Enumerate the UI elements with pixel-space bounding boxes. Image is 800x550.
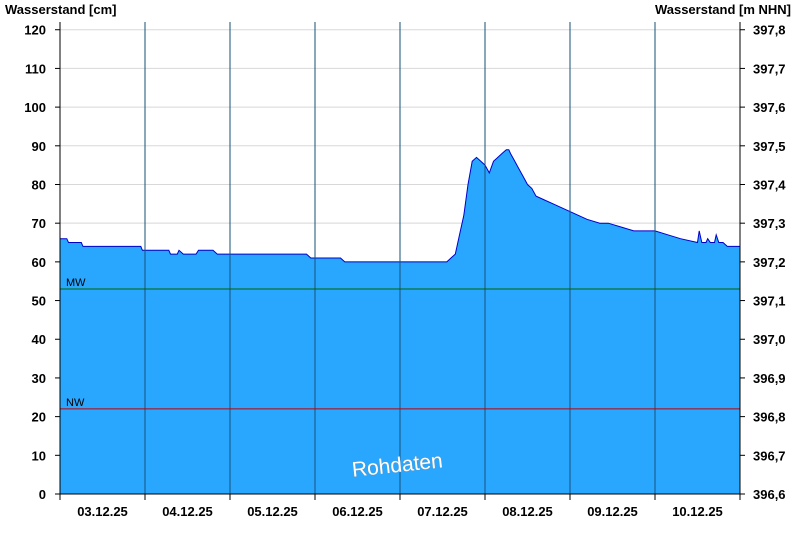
reference-line-label: MW <box>66 277 86 289</box>
y-tick-label: 20 <box>32 410 46 425</box>
y-tick-label: 100 <box>24 100 46 115</box>
y-tick-label-right: 397,3 <box>753 216 786 231</box>
y-tick-label-right: 396,9 <box>753 371 786 386</box>
y-tick-label-right: 397,2 <box>753 255 786 270</box>
y-tick-label-right: 397,8 <box>753 23 786 38</box>
x-tick-label: 05.12.25 <box>247 504 298 519</box>
y-tick-label-right: 397,4 <box>753 177 786 192</box>
reference-line-label: NW <box>66 397 85 409</box>
x-tick-label: 08.12.25 <box>502 504 553 519</box>
y-ticks-left: 0 10 20 30 40 50 60 70 80 90 100 110 120 <box>24 23 60 502</box>
y-ticks-right: 396,6 396,7 396,8 396,9 397,0 397,1 397,2 397,3… <box>740 23 786 502</box>
y-tick-label-right: 397,1 <box>753 294 786 309</box>
y-tick-label: 110 <box>25 61 46 76</box>
x-tick-label: 07.12.25 <box>417 504 468 519</box>
y-tick-label: 50 <box>32 294 46 309</box>
y-tick-label-right: 397,0 <box>753 332 786 347</box>
y-tick-label-right: 396,6 <box>753 487 786 502</box>
reference-lines: MW NW <box>60 277 740 410</box>
y-tick-label: 70 <box>32 216 46 231</box>
y-tick-label-right: 397,7 <box>753 61 786 76</box>
x-tick-label: 10.12.25 <box>672 504 723 519</box>
vertical-gridlines <box>144 22 656 494</box>
y-tick-label: 90 <box>32 139 46 154</box>
x-tick-label: 06.12.25 <box>332 504 383 519</box>
x-tick-label: 04.12.25 <box>162 504 213 519</box>
y-tick-label-right: 397,5 <box>753 139 786 154</box>
y-tick-label: 80 <box>32 177 46 192</box>
y-tick-label: 120 <box>24 23 46 38</box>
y-axis-title-left: Wasserstand [cm] <box>5 2 117 17</box>
y-tick-label: 30 <box>32 371 46 386</box>
y-tick-label-right: 397,6 <box>753 100 786 115</box>
y-tick-label-right: 396,7 <box>753 448 786 463</box>
y-tick-label: 10 <box>32 448 46 463</box>
x-tick-label: 09.12.25 <box>587 504 638 519</box>
x-ticks: 03.12.25 04.12.25 05.12.25 06.12.25 07.12.25… <box>59 494 741 519</box>
y-axis-title-right: Wasserstand [m NHN] <box>654 2 791 17</box>
y-tick-label: 40 <box>32 332 46 347</box>
y-tick-label-right: 396,8 <box>753 410 786 425</box>
y-tick-label: 60 <box>32 255 46 270</box>
x-tick-label: 03.12.25 <box>77 504 128 519</box>
y-tick-label: 0 <box>39 487 46 502</box>
